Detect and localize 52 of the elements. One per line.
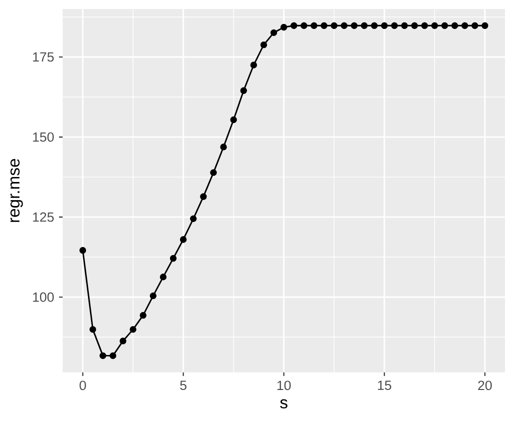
x-tick-label: 15 (378, 380, 392, 390)
point (240, 87, 247, 94)
y-axis-title: regr.mse (10, 158, 23, 222)
point (230, 116, 237, 124)
y-tick-label: 125 (33, 212, 54, 222)
point (210, 169, 217, 176)
point (79, 247, 86, 254)
point (431, 22, 438, 29)
point (300, 22, 308, 29)
point (220, 144, 227, 150)
point (441, 22, 448, 29)
point (451, 22, 458, 29)
point (89, 326, 96, 333)
point (381, 22, 388, 29)
point (401, 22, 408, 29)
point (461, 22, 468, 29)
point (280, 24, 288, 31)
point (310, 22, 318, 29)
point (110, 352, 116, 360)
point (320, 22, 328, 29)
point (130, 326, 136, 333)
x-tick-label: 0 (80, 380, 86, 390)
point (170, 255, 177, 262)
point (391, 22, 398, 29)
point (270, 29, 278, 36)
point (160, 274, 167, 280)
point (250, 62, 258, 68)
point (180, 236, 187, 243)
x-tick-label: 5 (180, 380, 186, 390)
point (330, 22, 338, 29)
point (472, 22, 478, 29)
x-tick-label: 10 (277, 380, 291, 390)
point (190, 215, 197, 222)
point (120, 338, 126, 344)
point (340, 22, 348, 29)
point (260, 42, 268, 48)
point (482, 22, 488, 29)
x-tick-label: 20 (478, 380, 492, 390)
y-tick-label: 150 (33, 132, 54, 142)
point (140, 312, 146, 319)
point (200, 193, 207, 200)
point (411, 22, 418, 29)
point (350, 22, 358, 29)
x-axis-title: s (280, 399, 288, 408)
point (421, 22, 428, 29)
y-tick-label: 175 (33, 52, 54, 62)
point (290, 22, 298, 29)
point (360, 22, 368, 29)
point (100, 352, 106, 360)
point (370, 22, 378, 29)
point (150, 292, 156, 300)
y-tick-label: 100 (33, 292, 54, 302)
